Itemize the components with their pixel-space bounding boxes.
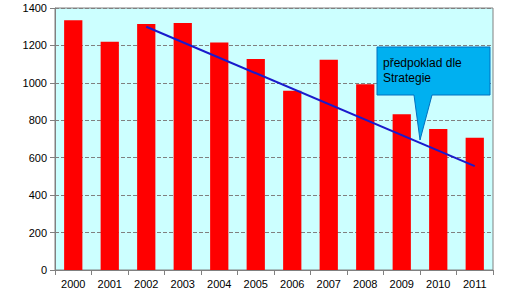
svg-text:1400: 1400 — [23, 2, 47, 14]
svg-text:2006: 2006 — [280, 278, 304, 290]
svg-text:2004: 2004 — [207, 278, 231, 290]
svg-text:400: 400 — [29, 189, 47, 201]
svg-text:předpoklad dle: předpoklad dle — [383, 56, 465, 70]
svg-text:Strategie: Strategie — [383, 71, 431, 85]
svg-text:2003: 2003 — [171, 278, 195, 290]
svg-text:2001: 2001 — [98, 278, 122, 290]
svg-text:200: 200 — [29, 227, 47, 239]
svg-text:0: 0 — [41, 264, 47, 276]
svg-text:2002: 2002 — [134, 278, 158, 290]
svg-text:2000: 2000 — [61, 278, 85, 290]
svg-text:1000: 1000 — [23, 77, 47, 89]
svg-text:800: 800 — [29, 114, 47, 126]
svg-text:2009: 2009 — [390, 278, 414, 290]
svg-text:1200: 1200 — [23, 39, 47, 51]
svg-text:2007: 2007 — [317, 278, 341, 290]
svg-text:2008: 2008 — [353, 278, 377, 290]
svg-text:2005: 2005 — [244, 278, 268, 290]
svg-text:2011: 2011 — [463, 278, 487, 290]
svg-text:2010: 2010 — [426, 278, 450, 290]
svg-text:600: 600 — [29, 152, 47, 164]
